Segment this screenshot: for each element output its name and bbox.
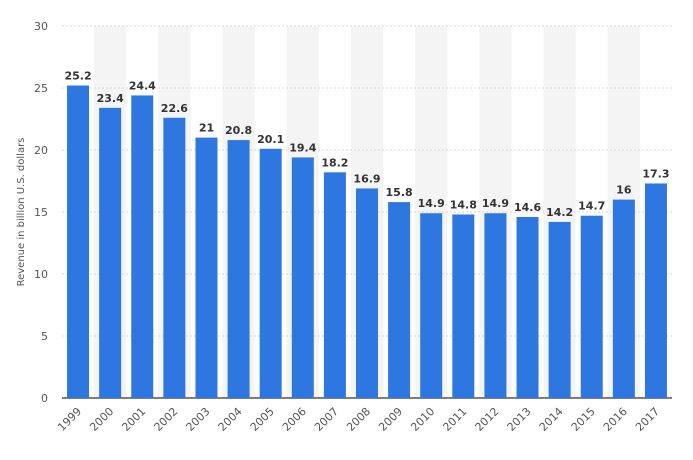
bar	[227, 140, 250, 398]
x-axis-ticks: 1999 2000 2001 2002 2003 2004 2005 2006 2007 2008…	[55, 405, 662, 434]
y-tick-label: 30	[34, 20, 48, 33]
bar	[484, 213, 507, 398]
bar-value-label: 25.2	[64, 70, 91, 83]
y-tick-label: 15	[34, 206, 48, 219]
bar-value-label: 19.4	[289, 141, 316, 154]
y-tick-label: 10	[34, 268, 48, 281]
bar	[516, 216, 539, 398]
x-tick-label: 2011	[440, 405, 469, 434]
x-tick-label: 2008	[344, 405, 373, 434]
bar-value-label: 14.6	[514, 201, 541, 214]
x-tick-label: 2000	[87, 405, 116, 434]
bar	[644, 183, 667, 398]
bar	[163, 117, 186, 398]
x-tick-label: 2003	[184, 405, 213, 434]
bar-value-label: 21	[199, 122, 214, 135]
y-axis-label: Revenue in billion U.S. dollars	[16, 138, 27, 287]
bar-value-label: 22.6	[161, 102, 188, 115]
y-tick-label: 0	[41, 392, 48, 405]
bar	[612, 199, 635, 398]
x-tick-label: 2017	[633, 405, 662, 434]
x-tick-label: 2001	[119, 405, 148, 434]
bar-value-label: 20.8	[225, 124, 252, 137]
bar-value-label: 14.2	[546, 206, 573, 219]
bar-value-label: 17.3	[642, 167, 669, 180]
bar	[131, 95, 154, 398]
x-tick-label: 2005	[248, 405, 277, 434]
bar	[67, 85, 90, 399]
bar	[548, 221, 571, 398]
x-tick-label: 2007	[312, 405, 341, 434]
y-axis-ticks: 0 5 10 15 20 25 30	[34, 20, 48, 405]
bar-value-label: 14.7	[578, 200, 605, 213]
x-tick-label: 2004	[216, 405, 245, 434]
bars	[67, 85, 667, 399]
x-tick-label: 2009	[376, 405, 405, 434]
x-tick-label: 2016	[601, 405, 630, 434]
x-tick-label: 2010	[408, 405, 437, 434]
bar-value-label: 18.2	[321, 156, 348, 169]
bar-value-labels: 25.2 23.4 24.4 22.6 21 20.8 20.1 19.4 18.2 16.9 15…	[64, 70, 669, 219]
y-tick-label: 20	[34, 144, 48, 157]
bar	[452, 214, 475, 398]
bar	[291, 157, 314, 398]
x-tick-label: 1999	[55, 405, 84, 434]
bar	[259, 148, 282, 398]
bar-value-label: 14.9	[418, 197, 445, 210]
x-tick-label: 2006	[280, 405, 309, 434]
bar	[420, 213, 443, 398]
bar-value-label: 24.4	[129, 79, 156, 92]
y-tick-label: 5	[41, 330, 48, 343]
bar	[195, 137, 218, 398]
bar-value-label: 16	[616, 184, 632, 197]
bar	[99, 107, 122, 398]
bar	[356, 188, 378, 398]
x-tick-label: 2013	[505, 405, 534, 434]
y-tick-label: 25	[34, 82, 48, 95]
bar-value-label: 20.1	[257, 133, 284, 146]
x-tick-label: 2014	[537, 405, 566, 434]
bar-value-label: 16.9	[353, 172, 380, 185]
x-tick-label: 2002	[151, 405, 180, 434]
bar-value-label: 14.8	[450, 198, 477, 211]
bar-value-label: 15.8	[386, 186, 413, 199]
bar	[388, 202, 411, 398]
bar	[580, 215, 603, 398]
bar	[323, 172, 346, 398]
bar-value-label: 23.4	[97, 92, 124, 105]
x-tick-label: 2012	[473, 405, 502, 434]
bar-value-label: 14.9	[482, 197, 509, 210]
x-tick-label: 2015	[569, 405, 598, 434]
